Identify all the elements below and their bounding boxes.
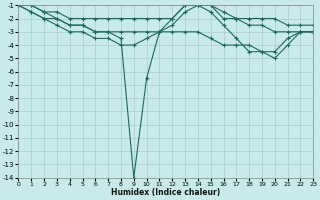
X-axis label: Humidex (Indice chaleur): Humidex (Indice chaleur) [111, 188, 220, 197]
